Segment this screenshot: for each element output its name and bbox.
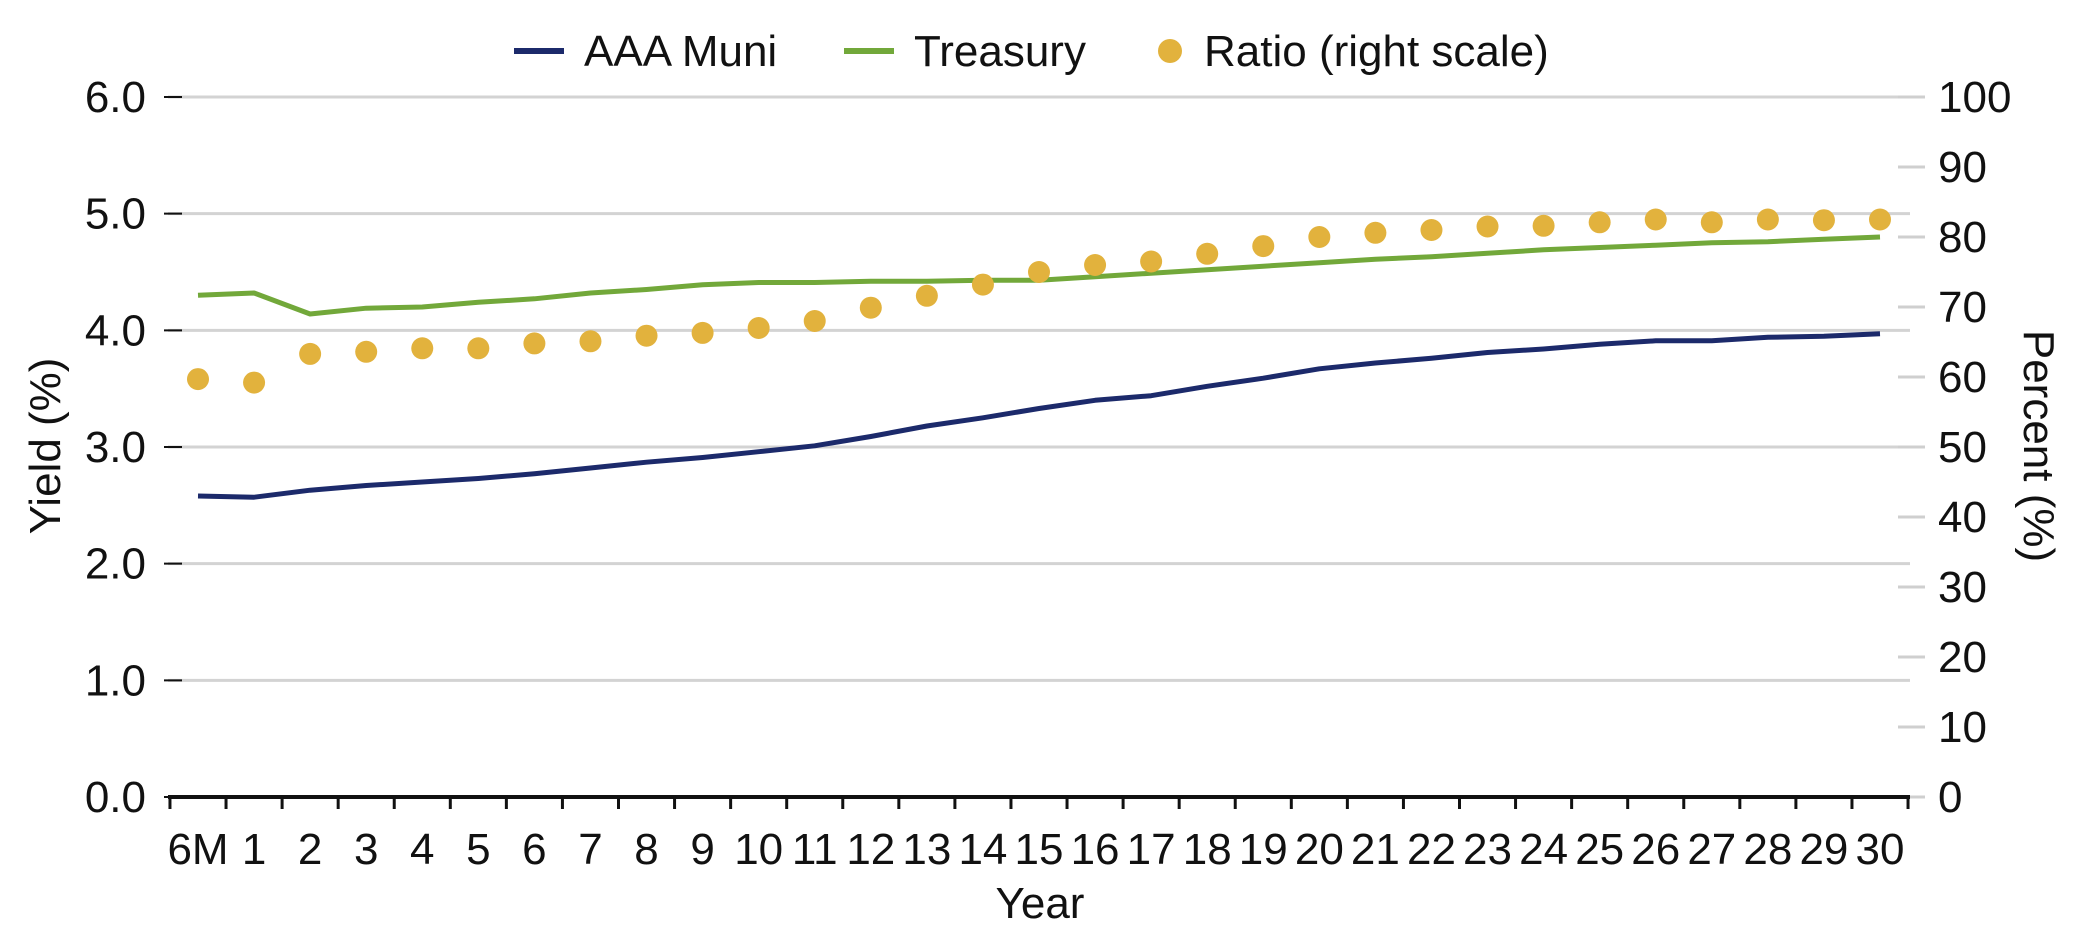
x-tick-label: 27	[1687, 825, 1736, 874]
legend-swatch-ratio-right-scale	[1158, 39, 1182, 63]
x-tick-label: 16	[1071, 825, 1120, 874]
ratio-point	[1700, 211, 1723, 234]
ratio-point	[579, 330, 602, 353]
x-tick-label: 15	[1015, 825, 1064, 874]
x-tick-label: 9	[690, 825, 714, 874]
x-tick-label: 22	[1407, 825, 1456, 874]
ratio-point	[187, 368, 209, 391]
y-right-axis-title: Percent (%)	[2014, 330, 2063, 562]
legend-label-treasury: Treasury	[914, 27, 1086, 76]
y-right-tick-label: 90	[1938, 143, 1987, 192]
ratio-point	[747, 317, 770, 339]
y-right-tick-label: 0	[1938, 773, 1962, 822]
x-tick-label: 1	[242, 825, 266, 874]
x-tick-label: 12	[846, 825, 895, 874]
x-tick-label: 18	[1183, 825, 1232, 874]
ratio-point	[971, 273, 994, 296]
ratio-point	[1028, 261, 1050, 283]
ratio-point	[1532, 214, 1555, 237]
x-tick-label: 10	[734, 825, 783, 874]
x-tick-label: 4	[410, 825, 434, 874]
y-left-tick-label: 2.0	[85, 540, 146, 589]
x-tick-label: 29	[1799, 825, 1848, 874]
ratio-point	[1140, 250, 1163, 273]
ratio-point	[1476, 215, 1499, 238]
x-tick-label: 24	[1519, 825, 1568, 874]
ratio-point	[523, 332, 546, 355]
ratio-point	[1644, 208, 1667, 231]
x-tick-label: 21	[1351, 825, 1400, 874]
y-right-tick-label: 50	[1938, 423, 1987, 472]
ratio-point	[355, 340, 378, 363]
ratio-point	[1420, 219, 1443, 241]
ratio-point	[915, 284, 938, 307]
y-right-tick-label: 40	[1938, 493, 1987, 542]
y-left-tick-label: 0.0	[85, 773, 146, 822]
ratio-point	[691, 321, 714, 344]
ratio-point	[1196, 242, 1219, 265]
x-tick-label: 11	[792, 825, 838, 874]
ratio-point	[467, 337, 490, 360]
x-tick-label: 26	[1631, 825, 1680, 874]
x-tick-label: 19	[1239, 825, 1288, 874]
x-tick-label: 6M	[167, 825, 228, 874]
ratio-point	[1869, 208, 1891, 231]
y-right-tick-label: 20	[1938, 633, 1987, 682]
ratio-point	[1252, 235, 1275, 258]
ratio-point	[299, 342, 322, 365]
ratio-point	[1812, 209, 1835, 232]
x-tick-label: 20	[1295, 825, 1344, 874]
series-line-aaa-muni	[197, 331, 1881, 500]
y-right-tick-label: 70	[1938, 283, 1987, 332]
x-tick-label: 25	[1575, 825, 1624, 874]
x-tick-label: 17	[1127, 825, 1176, 874]
ratio-point	[243, 371, 266, 394]
y-right-tick-label: 10	[1938, 703, 1987, 752]
y-left-tick-label: 6.0	[85, 73, 146, 122]
ratio-point	[411, 337, 434, 360]
y-left-tick-label: 5.0	[85, 190, 146, 239]
x-tick-label: 3	[354, 825, 378, 874]
x-tick-label: 30	[1856, 825, 1905, 874]
ratio-point	[635, 324, 658, 347]
legend-label-aaa-muni: AAA Muni	[584, 27, 777, 76]
ratio-point	[803, 310, 826, 332]
y-right-tick-label: 60	[1938, 353, 1987, 402]
y-right-tick-label: 100	[1938, 73, 2011, 122]
y-left-tick-label: 3.0	[85, 423, 146, 472]
y-left-tick-label: 1.0	[85, 656, 146, 705]
ratio-point	[1756, 208, 1779, 231]
y-right-tick-label: 30	[1938, 563, 1987, 612]
x-tick-label: 13	[902, 825, 951, 874]
ratio-point	[1308, 226, 1331, 248]
x-tick-label: 2	[298, 825, 322, 874]
x-tick-label: 8	[634, 825, 658, 874]
legend-label-ratio-right-scale: Ratio (right scale)	[1204, 27, 1549, 76]
x-tick-label: 7	[578, 825, 602, 874]
y-left-axis-title: Yield (%)	[21, 358, 70, 535]
ratio-point	[1588, 211, 1611, 234]
x-tick-label: 6	[522, 825, 546, 874]
y-left-tick-label: 4.0	[85, 306, 146, 355]
x-tick-label: 5	[466, 825, 490, 874]
ratio-point	[859, 296, 882, 319]
ratio-point	[1084, 254, 1107, 276]
ratio-point	[1364, 221, 1387, 244]
x-tick-label: 14	[958, 825, 1007, 874]
x-tick-label: 28	[1743, 825, 1792, 874]
x-tick-label: 23	[1463, 825, 1512, 874]
y-right-tick-label: 80	[1938, 213, 1987, 262]
x-axis-title: Year	[996, 879, 1085, 928]
